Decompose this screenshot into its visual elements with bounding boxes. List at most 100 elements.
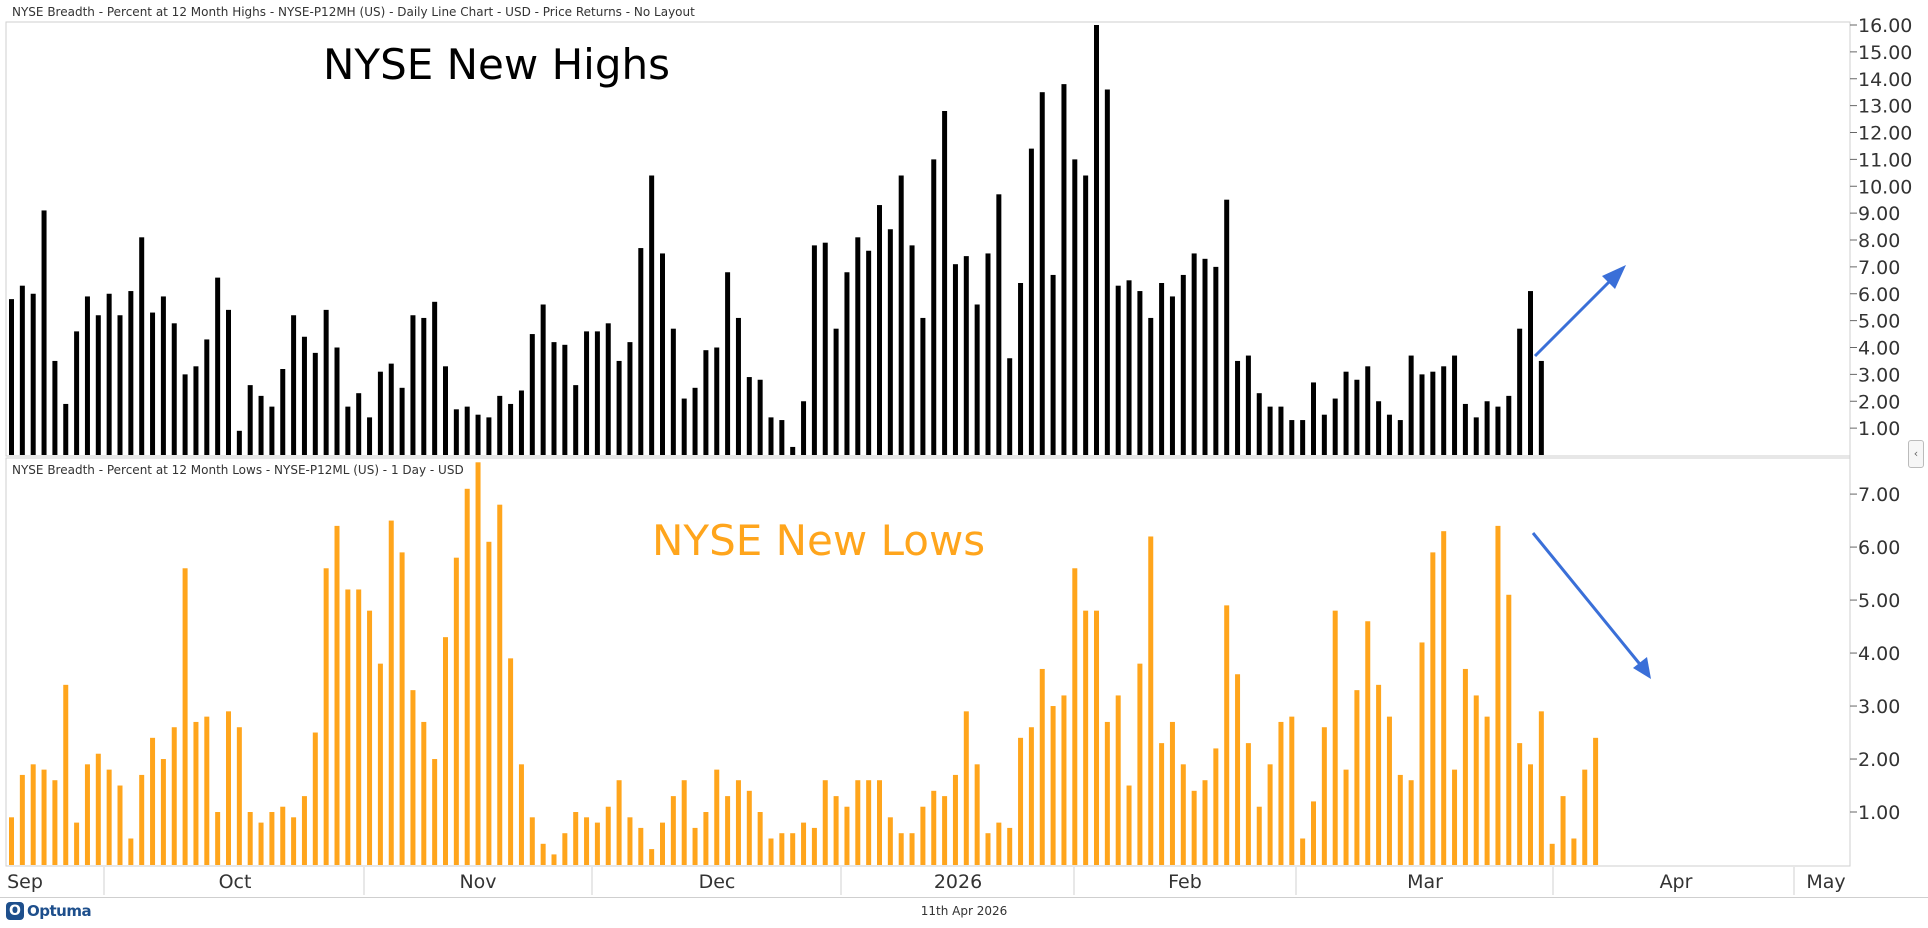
highs-bar: [681, 398, 687, 455]
lows-bar: [1343, 769, 1349, 865]
lows-bar: [1224, 605, 1230, 865]
lows-bar: [30, 764, 36, 865]
highs-bar: [367, 417, 373, 455]
highs-bars: [9, 25, 1544, 455]
lows-bar: [985, 833, 991, 865]
highs-bar: [1386, 414, 1392, 455]
highs-bar: [410, 315, 416, 455]
highs-bar: [746, 377, 752, 455]
highs-bar: [1137, 291, 1143, 455]
lows-bar: [833, 796, 839, 865]
highs-bar: [150, 312, 156, 455]
lows-bar: [605, 806, 611, 865]
highs-bar: [106, 293, 112, 455]
highs-tick-label: 15.00: [1858, 42, 1912, 64]
highs-bar: [1007, 358, 1013, 455]
lows-bar: [573, 812, 579, 865]
footer: O Optuma 11th Apr 2026: [0, 897, 1928, 928]
highs-bar: [74, 331, 80, 455]
highs-bar: [453, 409, 459, 455]
lows-bar: [1376, 684, 1382, 865]
lows-bar: [204, 716, 210, 865]
lows-tick-label: 6.00: [1858, 537, 1900, 559]
lows-bar: [1528, 764, 1533, 865]
lows-bar: [1267, 764, 1273, 865]
highs-bar: [1517, 328, 1523, 455]
highs-bar: [660, 253, 665, 455]
highs-bar: [1050, 274, 1056, 455]
highs-bar: [594, 331, 600, 455]
down-trend-arrow: [1531, 532, 1651, 679]
highs-bar: [508, 403, 514, 455]
highs-bar: [529, 334, 535, 455]
highs-bar: [19, 285, 25, 455]
lows-bar: [540, 843, 546, 865]
lows-bar: [790, 833, 796, 865]
highs-bar: [171, 323, 177, 455]
highs-bar: [1028, 148, 1034, 455]
highs-bar: [84, 296, 90, 455]
highs-bar: [757, 379, 763, 455]
lows-bar: [811, 827, 817, 865]
highs-bar: [898, 175, 904, 455]
highs-bar: [551, 342, 557, 455]
lows-bar: [887, 817, 893, 865]
x-tick-label: Apr: [1660, 871, 1693, 893]
highs-bar: [1321, 414, 1327, 455]
x-tick-label: 2026: [934, 871, 982, 893]
highs-bar: [790, 446, 796, 455]
lows-bar: [1571, 838, 1577, 865]
lows-bar: [562, 833, 568, 865]
lows-bar: [84, 764, 90, 865]
highs-bar: [952, 264, 958, 455]
top-chart-title: NYSE New Highs: [323, 40, 670, 89]
lows-bar: [258, 822, 264, 865]
highs-bar: [1245, 355, 1251, 455]
lows-bar: [1386, 716, 1392, 865]
highs-tick-label: 8.00: [1858, 230, 1900, 252]
lows-tick-label: 5.00: [1858, 590, 1900, 612]
optuma-logo: O Optuma: [6, 902, 92, 920]
highs-tick-label: 7.00: [1858, 257, 1900, 279]
lows-bar: [432, 759, 438, 865]
highs-bar: [1376, 401, 1382, 455]
lows-bar: [855, 780, 861, 865]
highs-bar: [280, 369, 286, 455]
lows-bar: [1430, 552, 1436, 865]
lows-bar: [768, 838, 774, 865]
highs-bar: [877, 205, 882, 455]
highs-bar: [1343, 371, 1349, 455]
highs-bar: [356, 393, 362, 455]
lows-bar: [41, 769, 47, 865]
highs-tick-label: 12.00: [1858, 123, 1912, 145]
lows-bar: [410, 690, 416, 865]
lows-bar: [757, 812, 763, 865]
lows-bar: [345, 589, 351, 865]
lows-bar: [1408, 780, 1414, 865]
highs-tick-label: 5.00: [1858, 311, 1900, 333]
lows-bar: [801, 822, 807, 865]
highs-bar: [1538, 360, 1544, 455]
highs-bar: [160, 296, 166, 455]
bottom-chart-title: NYSE New Lows: [652, 516, 985, 565]
lows-bar: [1332, 610, 1338, 865]
highs-bar: [822, 242, 828, 455]
panel-collapse-button[interactable]: ‹: [1908, 440, 1924, 468]
lows-bar: [844, 806, 850, 865]
highs-bar: [345, 406, 351, 455]
lows-bar: [1441, 531, 1447, 865]
lows-bar: [367, 610, 373, 865]
lows-bar: [1256, 806, 1262, 865]
lows-bar: [150, 737, 156, 865]
highs-bar: [1224, 199, 1230, 455]
highs-bar: [128, 291, 134, 455]
lows-bar: [63, 684, 69, 865]
highs-bar: [432, 301, 438, 455]
lows-bar: [377, 663, 383, 865]
highs-bar: [30, 293, 36, 455]
lows-bar: [486, 541, 492, 865]
highs-tick-label: 1.00: [1858, 418, 1900, 440]
highs-bar: [1430, 371, 1436, 455]
highs-bar: [486, 417, 492, 455]
